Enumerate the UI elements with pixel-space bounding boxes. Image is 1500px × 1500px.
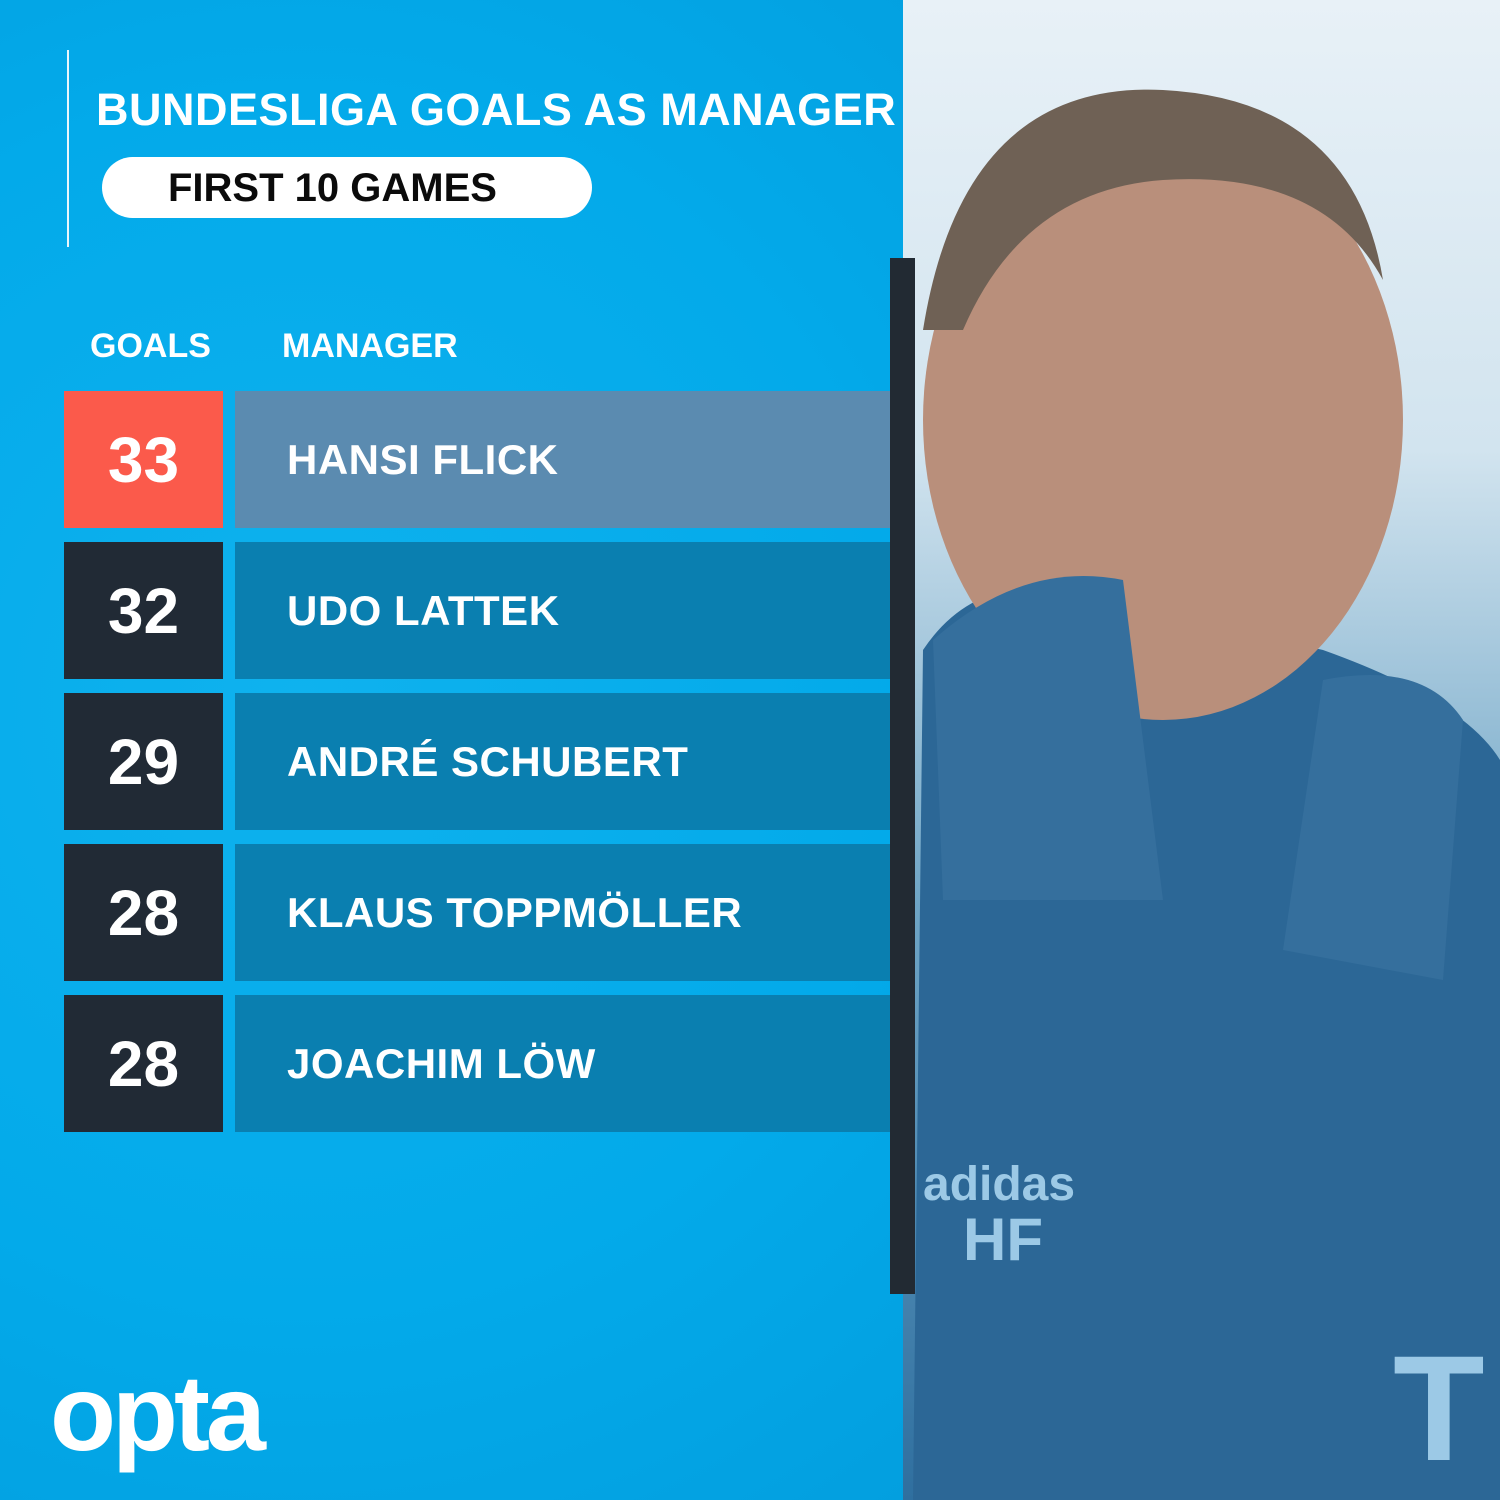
goals-value: 28	[64, 844, 223, 981]
table-row: 29 ANDRÉ SCHUBERT	[64, 693, 890, 830]
opta-logo: opta	[50, 1352, 266, 1473]
manager-photo: adidas HF T	[903, 0, 1500, 1500]
goals-value: 28	[64, 995, 223, 1132]
svg-text:HF: HF	[963, 1206, 1043, 1273]
manager-name: UDO LATTEK	[235, 542, 890, 679]
subtitle-pill: FIRST 10 GAMES	[102, 157, 592, 218]
divider-bar	[890, 258, 915, 1294]
table-row: 32 UDO LATTEK	[64, 542, 890, 679]
manager-name: JOACHIM LÖW	[235, 995, 890, 1132]
goals-value: 32	[64, 542, 223, 679]
table-row: 33 HANSI FLICK	[64, 391, 890, 528]
goals-value: 33	[64, 391, 223, 528]
goals-value: 29	[64, 693, 223, 830]
portrait-illustration: adidas HF T	[913, 89, 1500, 1500]
table-row: 28 JOACHIM LÖW	[64, 995, 890, 1132]
manager-name: KLAUS TOPPMÖLLER	[235, 844, 890, 981]
manager-name: ANDRÉ SCHUBERT	[235, 693, 890, 830]
svg-text:adidas: adidas	[923, 1158, 1075, 1211]
header-manager: MANAGER	[282, 327, 458, 365]
svg-text:T: T	[1393, 1324, 1485, 1492]
manager-name: HANSI FLICK	[235, 391, 890, 528]
table-row: 28 KLAUS TOPPMÖLLER	[64, 844, 890, 981]
title-divider	[67, 50, 69, 247]
header-goals: GOALS	[90, 327, 211, 365]
chart-title: BUNDESLIGA GOALS AS MANAGER	[96, 84, 897, 135]
chart-subtitle: FIRST 10 GAMES	[168, 166, 497, 210]
